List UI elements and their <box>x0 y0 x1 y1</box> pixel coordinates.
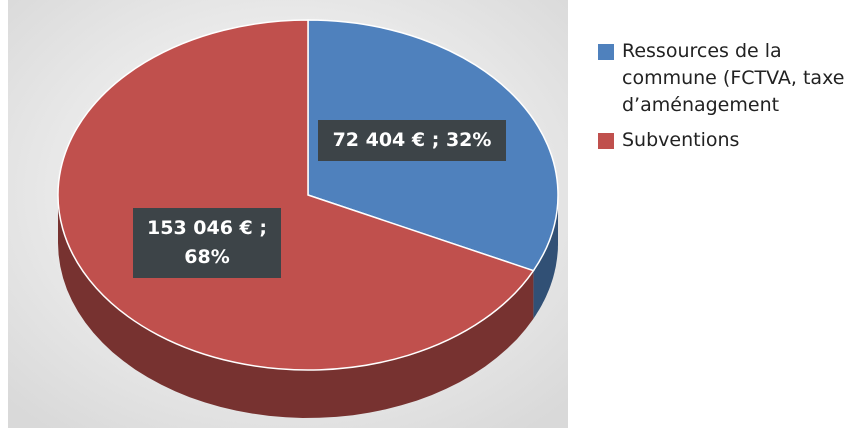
pie-slice <box>57 19 535 371</box>
legend-label: Subventions <box>622 129 740 151</box>
data-label: 153 046 € ; 68% <box>133 208 281 278</box>
legend-swatch <box>598 133 614 149</box>
slice-side <box>58 195 534 418</box>
legend-item: Ressources de la commune (FCTVA, taxe d’… <box>598 38 854 119</box>
legend-swatch <box>598 44 614 60</box>
legend-label: Ressources de la commune (FCTVA, taxe d’… <box>622 40 845 116</box>
data-label: 72 404 € ; 32% <box>318 120 506 161</box>
legend-item: Subventions <box>598 127 854 154</box>
slice-side <box>533 195 558 319</box>
legend: Ressources de la commune (FCTVA, taxe d’… <box>598 38 854 162</box>
